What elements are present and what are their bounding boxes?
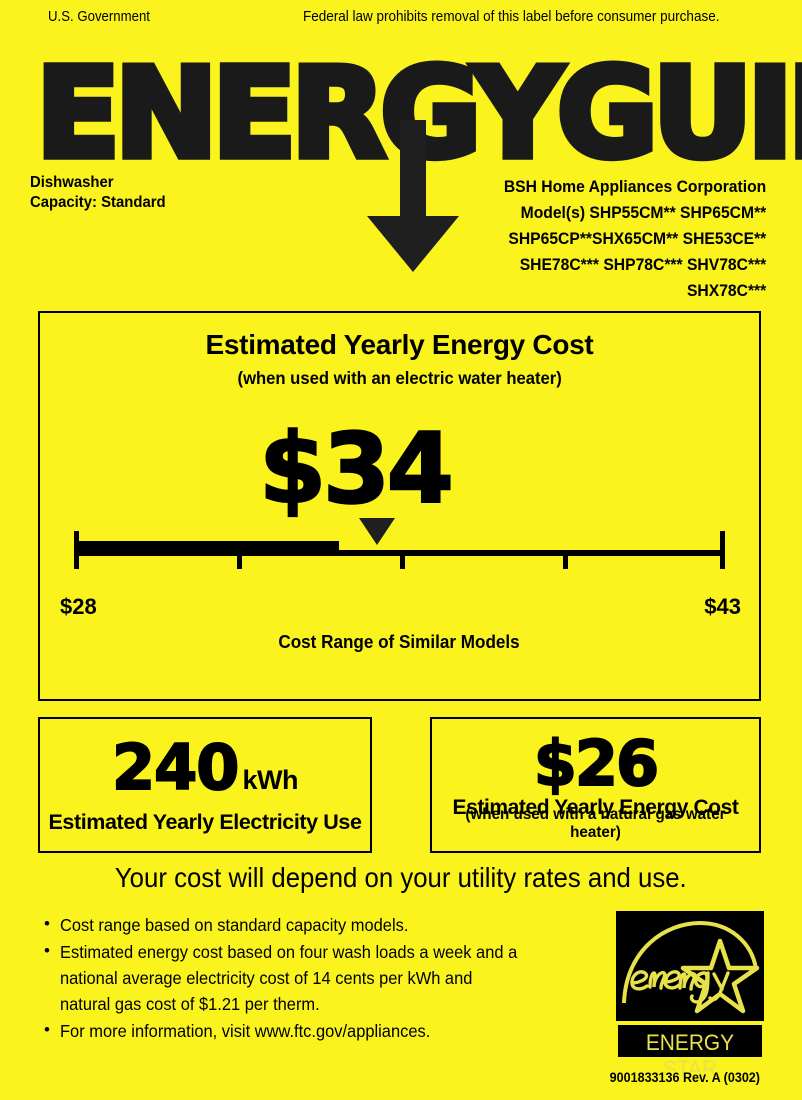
label-revision-code: 9001833136 Rev. A (0302) (610, 1070, 761, 1085)
electricity-value-row: 240 kWh (40, 730, 370, 805)
gas-cost-value: $26 (533, 726, 660, 801)
notes-list: Cost range based on standard capacity mo… (40, 911, 550, 1045)
primary-cost-value: $34 (258, 413, 455, 525)
cost-range-fill (74, 541, 339, 556)
cost-range-tick (237, 550, 242, 569)
gas-cost-caption: Estimated Yearly Energy Cost (452, 796, 739, 819)
cost-range-tick (74, 531, 79, 569)
model-line: SHX78C*** (686, 282, 766, 300)
down-arrow-icon (367, 120, 459, 272)
electricity-unit: kWh (242, 765, 298, 795)
estimated-yearly-electricity-use-box: 240 kWh Estimated Yearly Electricity Use (38, 717, 372, 853)
product-identity: Dishwasher Capacity: Standard (30, 173, 166, 213)
model-line: Model(s) SHP55CM** SHP65CM** (520, 204, 766, 222)
energy-star-label: ENERGY STAR (645, 1030, 735, 1081)
energy-star-graphic-icon (622, 920, 760, 1014)
cost-range-low-label: $28 (60, 594, 97, 619)
legal-notice: Federal law prohibits removal of this la… (303, 8, 720, 25)
model-line: SHP65CP**SHX65CM** SHE53CE** (508, 230, 766, 248)
list-item: Estimated energy cost based on four wash… (40, 938, 550, 1017)
list-item: For more information, visit www.ftc.gov/… (40, 1017, 550, 1044)
cost-range-caption: Cost Range of Similar Models (278, 632, 521, 652)
estimated-yearly-energy-cost-box: Estimated Yearly Energy Cost (when used … (38, 311, 761, 701)
main-box-title: Estimated Yearly Energy Cost (205, 329, 594, 360)
energy-star-label-plate: ENERGY STAR (616, 1023, 764, 1081)
estimated-yearly-gas-cost-box: $26 Estimated Yearly Energy Cost (when u… (430, 717, 761, 853)
main-box-subtitle: (when used with an electric water heater… (237, 368, 562, 388)
energy-star-logo-icon: ENERGY STAR (616, 911, 764, 1081)
cost-disclaimer: Your cost will depend on your utility ra… (115, 862, 687, 893)
manufacturer-name: BSH Home Appliances Corporation (503, 178, 766, 196)
electricity-caption: Estimated Yearly Electricity Use (48, 810, 362, 834)
energy-star-emblem (616, 911, 764, 1021)
agency-label: U.S. Government (48, 8, 150, 25)
gas-cost-subcaption: (when used with a natural gas water heat… (465, 806, 726, 841)
manufacturer-models: BSH Home Appliances Corporation Model(s)… (490, 174, 766, 304)
cost-range-axis (74, 550, 725, 556)
cost-range-high-label: $43 (704, 594, 741, 619)
cost-range-tick (563, 550, 568, 569)
list-item: Cost range based on standard capacity mo… (40, 911, 550, 938)
product-capacity: Capacity: Standard (30, 194, 166, 211)
model-line: SHE78C*** SHP78C*** SHV78C*** (519, 256, 766, 274)
cost-range-tick (720, 531, 725, 569)
product-type: Dishwasher (30, 174, 114, 191)
cost-range-tick (400, 550, 405, 569)
electricity-value: 240 (111, 730, 240, 805)
